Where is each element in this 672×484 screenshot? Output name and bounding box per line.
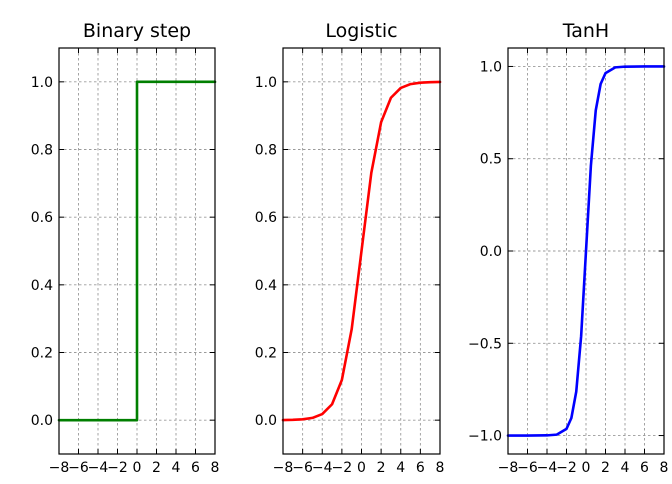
y-tick-label: 0.2 — [255, 346, 277, 362]
y-tick-label: 0.0 — [255, 413, 277, 429]
x-tick-label: −6 — [68, 460, 89, 476]
y-tick-label: 0.8 — [31, 143, 53, 159]
y-tick-label: 1.0 — [480, 59, 502, 75]
x-tick-label: −4 — [312, 460, 333, 476]
x-tick-label: 4 — [172, 460, 181, 476]
x-tick-label: 0 — [133, 460, 142, 476]
y-tick-label: 0.6 — [31, 210, 53, 226]
y-tick-label: 0.0 — [480, 244, 502, 260]
y-tick-label: 0.2 — [31, 346, 53, 362]
y-tick-label: 0.4 — [255, 278, 277, 294]
x-tick-label: −8 — [498, 460, 519, 476]
chart-title: Binary step — [83, 20, 191, 42]
panel-logistic: Logistic −8−6−4−2 0 2 4 6 8 0.0 0.2 0.4 0.6 0.8 1.0 — [255, 20, 445, 476]
x-tick-label: 2 — [377, 460, 386, 476]
x-tick-label: 6 — [640, 460, 649, 476]
x-tick-label: −6 — [292, 460, 313, 476]
y-tick-label: −0.5 — [468, 336, 502, 352]
axes-frame — [58, 47, 216, 455]
x-tick-label: 0 — [357, 460, 366, 476]
x-tick-label: −2 — [332, 460, 353, 476]
x-tick-label: 2 — [601, 460, 610, 476]
binary-step-curve — [57, 80, 217, 422]
x-tick-label: −2 — [556, 460, 577, 476]
x-tick-label: 6 — [416, 460, 425, 476]
x-tick-label: −6 — [517, 460, 538, 476]
y-tick-label: 1.0 — [31, 75, 53, 91]
x-tick-label: −4 — [537, 460, 558, 476]
y-tick-label: 0.4 — [31, 278, 53, 294]
y-tick-label: 0.8 — [255, 143, 277, 159]
panel-tanh: TanH −8−6−4−2 0 2 4 6 8 −1.0 −0.5 0.0 0.5 1.0 — [468, 20, 668, 476]
tanh-curve — [506, 65, 666, 437]
x-tick-label: 8 — [211, 460, 220, 476]
y-tick-label: 0.5 — [480, 152, 502, 168]
x-tick-label: −8 — [49, 460, 70, 476]
panel-binary-step: Binary step −8−6−4−2 0 2 4 6 8 0.0 0.2 0.4 0.6 0.8 1… — [31, 20, 220, 476]
x-tick-label: 0 — [582, 460, 591, 476]
y-tick-label: −1.0 — [468, 429, 502, 445]
chart-title: TanH — [562, 20, 609, 42]
y-tick-label: 0.0 — [31, 413, 53, 429]
y-tick-label: 1.0 — [255, 75, 277, 91]
chart-title: Logistic — [325, 20, 397, 42]
axes-frame — [507, 47, 665, 455]
x-tick-label: 8 — [436, 460, 445, 476]
x-tick-label: 6 — [191, 460, 200, 476]
x-tick-label: 8 — [660, 460, 669, 476]
logistic-curve — [281, 80, 442, 422]
x-tick-label: 2 — [152, 460, 161, 476]
axes-frame — [282, 47, 441, 455]
y-tick-label: 0.6 — [255, 210, 277, 226]
x-tick-label: −4 — [88, 460, 109, 476]
x-tick-label: 4 — [621, 460, 630, 476]
x-tick-label: −2 — [107, 460, 128, 476]
x-tick-label: 4 — [396, 460, 405, 476]
x-tick-label: −8 — [273, 460, 294, 476]
